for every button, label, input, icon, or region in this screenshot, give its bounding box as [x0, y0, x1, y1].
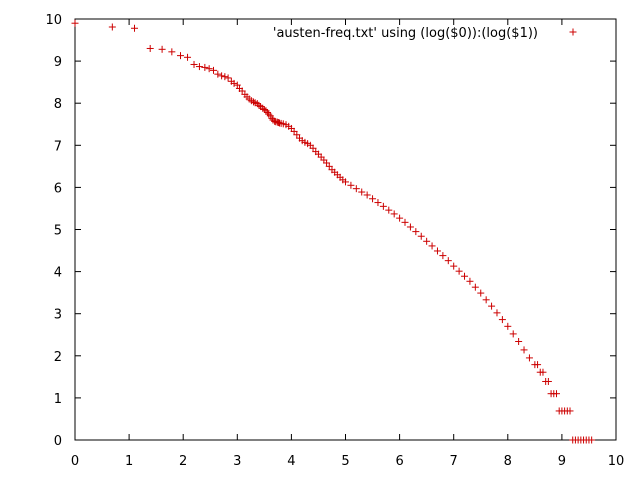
- data-point: [544, 377, 552, 385]
- data-point: [401, 218, 409, 226]
- data-point: [493, 309, 501, 317]
- data-point: [520, 346, 528, 354]
- data-point: [498, 316, 506, 324]
- data-point: [439, 252, 447, 260]
- data-point: [461, 272, 469, 280]
- data-point: [428, 242, 436, 250]
- x-tick-label: 7: [450, 454, 458, 469]
- y-tick-label: 0: [54, 434, 62, 449]
- data-point: [352, 185, 360, 193]
- x-tick-label: 8: [504, 454, 512, 469]
- data-point: [265, 110, 273, 118]
- y-tick-label: 9: [54, 55, 62, 70]
- x-tick-label: 10: [608, 454, 625, 469]
- y-tick-label: 4: [54, 266, 62, 281]
- data-point: [205, 65, 213, 73]
- x-tick-label: 5: [341, 454, 349, 469]
- data-point: [342, 178, 349, 186]
- data-point: [515, 337, 523, 345]
- data-point: [444, 257, 452, 265]
- x-tick-label: 6: [395, 454, 403, 469]
- y-tick-label: 8: [54, 97, 62, 112]
- legend: 'austen-freq.txt' using (log($0)):(log($…: [273, 26, 577, 41]
- data-point: [552, 390, 560, 398]
- legend-label: 'austen-freq.txt' using (log($0)):(log($…: [273, 26, 538, 41]
- x-tick-label: 2: [179, 454, 187, 469]
- data-point: [347, 181, 355, 189]
- data-point: [539, 368, 547, 376]
- data-point: [224, 74, 232, 82]
- data-point: [466, 277, 474, 285]
- data-point: [131, 24, 139, 32]
- data-point: [406, 223, 414, 231]
- legend-marker: [569, 28, 577, 36]
- data-point: [158, 45, 166, 53]
- data-point: [412, 228, 420, 236]
- y-tick-label: 2: [54, 350, 62, 365]
- x-tick-label: 0: [71, 454, 79, 469]
- x-tick-label: 1: [125, 454, 133, 469]
- y-tick-label: 5: [54, 224, 62, 239]
- data-point: [588, 436, 596, 444]
- data-point: [379, 202, 387, 210]
- data-point: [566, 407, 574, 415]
- plot-frame: [74, 18, 617, 441]
- data-point: [190, 60, 198, 68]
- data-point: [214, 70, 222, 78]
- x-tick-label: 4: [287, 454, 295, 469]
- data-point: [423, 237, 431, 245]
- y-tick-label: 10: [45, 13, 62, 28]
- data-point: [534, 361, 542, 369]
- data-point: [195, 63, 203, 71]
- data-point: [250, 98, 258, 106]
- data-point: [450, 262, 458, 270]
- y-tick-label: 6: [54, 181, 62, 196]
- data-point: [71, 19, 79, 27]
- x-tick-label: 3: [233, 454, 241, 469]
- data-point: [253, 100, 261, 108]
- data-point: [396, 214, 404, 222]
- data-point: [209, 66, 217, 74]
- y-tick-label: 1: [54, 392, 62, 407]
- data-point: [230, 79, 238, 87]
- data-point: [369, 195, 377, 203]
- data-point: [374, 199, 382, 207]
- data-point: [221, 73, 229, 81]
- data-point: [471, 283, 479, 291]
- data-point: [184, 53, 192, 61]
- data-point: [385, 206, 393, 214]
- data-point: [504, 322, 512, 330]
- data-point: [260, 106, 268, 114]
- data-point: [358, 188, 366, 196]
- data-point: [509, 330, 517, 338]
- data-point: [255, 101, 263, 109]
- data-point: [168, 48, 176, 56]
- data-point: [482, 296, 490, 304]
- data-point: [218, 72, 226, 80]
- data-point: [390, 210, 398, 218]
- y-tick-label: 3: [54, 308, 62, 323]
- data-point: [146, 44, 154, 52]
- data-point: [363, 191, 371, 199]
- axis-ticks: [74, 18, 617, 441]
- data-point: [525, 354, 533, 362]
- data-point: [488, 302, 496, 310]
- data-point: [455, 267, 463, 275]
- data-point: [108, 23, 116, 31]
- data-point: [417, 232, 425, 240]
- data-point: [477, 289, 485, 297]
- data-points: [71, 19, 596, 444]
- data-point: [201, 63, 209, 71]
- legend-marker-symbol: [569, 28, 577, 36]
- x-tick-label: 9: [558, 454, 566, 469]
- y-tick-label: 7: [54, 139, 62, 154]
- y-tick-labels: 0 1 2 3 4 5 6 7 8 9 10: [45, 13, 62, 449]
- data-point: [433, 247, 441, 255]
- x-tick-labels: 0 1 2 3 4 5 6 7 8 9 10: [71, 454, 624, 469]
- data-point: [176, 52, 184, 60]
